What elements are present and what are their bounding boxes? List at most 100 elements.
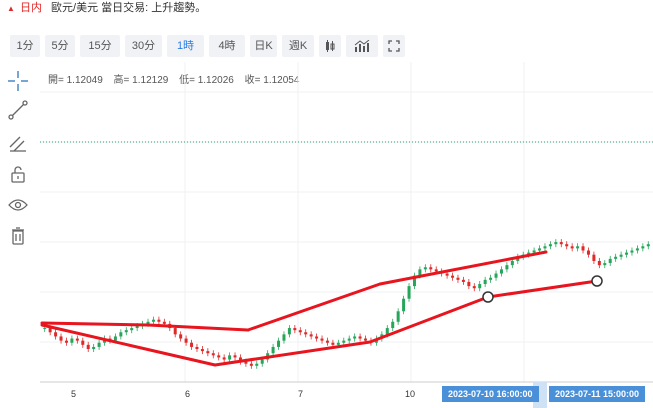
candle-body — [336, 342, 340, 345]
multi-line-tool-icon[interactable] — [8, 132, 28, 154]
trend-anchor-handle — [591, 275, 603, 287]
open-value: 開= 1.12049 — [48, 75, 103, 86]
candle-body — [103, 338, 107, 343]
chart-header: ▲ 日内 歐元/美元 當日交易: 上升趨勢。 — [0, 0, 653, 16]
candle-body — [456, 277, 460, 280]
trend-line — [246, 282, 382, 332]
candle-body — [43, 328, 47, 330]
x-axis-label: 5 — [71, 389, 77, 399]
fullscreen-icon[interactable] — [383, 35, 405, 57]
candle-body — [614, 256, 618, 259]
candle-body — [646, 244, 650, 247]
trend-line — [486, 279, 599, 299]
candle-body — [543, 246, 547, 249]
timeframe-1h-button[interactable]: 1時 — [167, 35, 204, 57]
candle-body — [282, 334, 286, 341]
timeframe-30m-button[interactable]: 30分 — [125, 35, 162, 57]
trend-line — [378, 250, 548, 286]
candle-body — [54, 332, 58, 337]
candle-body — [407, 286, 411, 299]
candle-body — [385, 328, 389, 335]
candle-body — [168, 323, 172, 329]
candle-body — [516, 256, 520, 261]
candle-body — [451, 275, 455, 278]
x-axis-label: 10 — [405, 389, 416, 399]
candle-body — [565, 244, 569, 247]
candle-body — [548, 244, 552, 247]
candle-body — [342, 340, 346, 343]
trend-line — [368, 295, 490, 344]
candle-body — [113, 336, 117, 341]
candle-body — [423, 267, 427, 270]
timeframe-daily-button[interactable]: 日K — [250, 35, 277, 57]
candle-body — [48, 328, 52, 333]
timeframe-toolbar: 1分 5分 15分 30分 1時 4時 日K 週K — [10, 35, 405, 57]
candle-body — [249, 363, 253, 366]
period-label: 日内 — [19, 2, 42, 14]
candle-body — [293, 328, 297, 331]
timeframe-1m-button[interactable]: 1分 — [10, 35, 40, 57]
crosshair-time-label: 2023-07-10 16:00:00 — [442, 386, 539, 402]
trend-up-arrow-icon: ▲ — [7, 4, 15, 13]
candle-body — [380, 334, 384, 339]
crosshair-time-label: 2023-07-11 15:00:00 — [549, 386, 646, 402]
trash-icon[interactable] — [8, 225, 28, 247]
candle-body — [505, 265, 509, 270]
candle-body — [64, 340, 68, 343]
trend-line — [146, 323, 250, 332]
candle-body — [277, 340, 281, 347]
candle-body — [364, 338, 368, 341]
candle-body — [124, 330, 128, 333]
candlestick-type-icon[interactable] — [319, 35, 341, 57]
candle-body — [298, 330, 302, 333]
candle-body — [532, 250, 536, 253]
candle-body — [440, 271, 444, 274]
symbol-title: 歐元/美元 當日交易: 上升趨勢。 — [51, 2, 207, 14]
candle-body — [331, 342, 335, 345]
candle-body — [445, 273, 449, 276]
candle-body — [586, 250, 590, 255]
candle-body — [325, 340, 329, 343]
candle-body — [478, 284, 482, 289]
timeframe-4h-button[interactable]: 4時 — [209, 35, 245, 57]
candle-body — [369, 340, 373, 343]
candle-body — [472, 286, 476, 289]
crosshair-icon[interactable] — [8, 70, 28, 92]
candle-body — [255, 363, 259, 366]
trend-line — [40, 321, 150, 327]
candle-body — [228, 355, 232, 360]
candle-body — [391, 321, 395, 329]
timeframe-5m-button[interactable]: 5分 — [45, 35, 75, 57]
candle-body — [141, 323, 145, 326]
candle-body — [576, 246, 580, 249]
line-tool-icon[interactable] — [8, 99, 28, 121]
candle-body — [625, 252, 629, 255]
candle-body — [320, 338, 324, 341]
candle-body — [608, 258, 612, 264]
candle-body — [217, 355, 221, 358]
candle-body — [211, 353, 215, 356]
lock-icon[interactable] — [8, 163, 28, 185]
candle-body — [483, 279, 487, 285]
eye-icon[interactable] — [8, 194, 28, 216]
x-axis-label: 6 — [185, 389, 191, 399]
candle-body — [402, 298, 406, 312]
candle-body — [195, 346, 199, 350]
timeframe-15m-button[interactable]: 15分 — [80, 35, 120, 57]
indicator-icon[interactable] — [346, 35, 378, 57]
low-value: 低= 1.12026 — [179, 75, 234, 86]
candle-body — [412, 275, 416, 287]
candle-body — [527, 252, 531, 255]
close-value: 收= 1.12054 — [244, 75, 300, 86]
candle-body — [200, 349, 204, 352]
candle-body — [59, 336, 63, 341]
candle-body — [97, 342, 101, 347]
candle-body — [222, 357, 226, 360]
timeframe-weekly-button[interactable]: 週K — [282, 35, 314, 57]
candle-body — [287, 328, 291, 335]
candle-body — [119, 332, 123, 337]
candle-body — [304, 332, 308, 335]
trend-line — [40, 323, 217, 367]
